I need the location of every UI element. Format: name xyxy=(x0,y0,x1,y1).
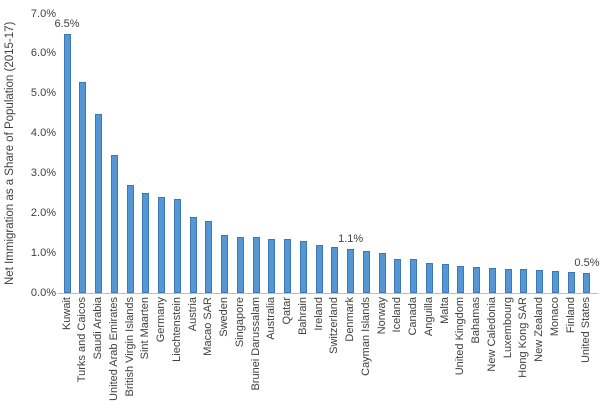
x-axis-label: Finland xyxy=(564,297,577,334)
bar-united-states xyxy=(583,273,591,293)
bar-luxembourg xyxy=(504,269,512,293)
x-axis-line xyxy=(58,293,598,294)
y-axis-tick-label: 5.0% xyxy=(30,87,56,100)
bar-germany xyxy=(158,197,166,293)
bar-united-kingdom xyxy=(457,265,465,293)
bar-turks-and-caicos xyxy=(79,81,87,293)
x-axis-label: Norway xyxy=(375,297,388,335)
x-axis-label: Sweden xyxy=(218,297,231,337)
x-axis-label: Turks and Caicos xyxy=(76,297,89,383)
bar-new-caledonia xyxy=(488,267,496,293)
x-axis-label: Austria xyxy=(186,297,199,332)
x-axis-label: Denmark xyxy=(344,297,357,342)
bar-saudi-arabia xyxy=(95,113,102,293)
bar-austria xyxy=(189,217,197,293)
bar-australia xyxy=(268,239,276,293)
data-label-united-states: 0.5% xyxy=(574,257,600,270)
x-axis-label: Bahamas xyxy=(470,297,483,344)
y-axis-tick-label: 2.0% xyxy=(30,206,56,219)
x-axis-label: New Caledonia xyxy=(485,297,498,372)
bar-finland xyxy=(567,271,575,293)
x-axis-label: Australia xyxy=(265,297,278,340)
y-axis-tick-label: 3.0% xyxy=(30,166,56,179)
x-axis-label: Sint Maarten xyxy=(139,297,152,360)
x-axis-label: United States xyxy=(580,297,593,364)
bar-switzerland xyxy=(331,247,339,293)
bar-kuwait xyxy=(63,33,71,293)
x-axis-label: Canada xyxy=(407,297,420,336)
bar-sint-maarten xyxy=(142,193,150,293)
x-axis-label: Germany xyxy=(155,297,168,343)
bar-malta xyxy=(441,264,449,293)
bar-cayman-islands xyxy=(362,251,370,293)
y-axis-tick-label: 0.0% xyxy=(30,286,56,299)
bar-iceland xyxy=(394,259,402,293)
x-axis-label: British Virgin Islands xyxy=(123,297,136,397)
bar-brunei-darussalam xyxy=(252,237,260,293)
bar-hong-kong-sar xyxy=(520,269,528,293)
x-axis-label: Singapore xyxy=(233,297,246,348)
x-axis-label: Saudi Arabia xyxy=(92,297,104,360)
bar-qatar xyxy=(284,239,292,293)
bar-bahamas xyxy=(473,267,481,293)
y-axis-tick-label: 7.0% xyxy=(30,7,56,20)
bar-new-zealand xyxy=(536,269,544,293)
data-label-denmark: 1.1% xyxy=(338,233,364,246)
bar-canada xyxy=(410,259,418,293)
bar-british-virgin-islands xyxy=(126,185,134,293)
bar-monaco xyxy=(551,271,559,293)
bar-sweden xyxy=(221,235,229,293)
bar-norway xyxy=(378,253,386,293)
x-axis-label: Luxembourg xyxy=(501,297,514,359)
x-axis-label: United Kingdom xyxy=(454,297,467,376)
x-axis-label: Monaco xyxy=(548,297,561,337)
x-axis-label: Qatar xyxy=(281,297,294,325)
x-axis-label: Kuwait xyxy=(60,297,73,331)
bar-singapore xyxy=(236,237,244,293)
x-axis-label: New Zealand xyxy=(533,297,546,362)
bar-united-arab-emirates xyxy=(110,155,118,293)
y-axis-tick-label: 4.0% xyxy=(30,127,56,140)
x-axis-label: Macao SAR xyxy=(202,297,215,356)
x-axis-label: Liechtenstein xyxy=(170,297,183,362)
y-axis-tick-label: 1.0% xyxy=(30,246,56,259)
x-axis-label: Switzerland xyxy=(328,297,341,354)
bar-bahrain xyxy=(299,241,307,293)
x-axis-label: Iceland xyxy=(391,297,404,333)
bar-ireland xyxy=(315,245,323,293)
x-axis-label: Anguilla xyxy=(422,297,435,337)
bar-denmark xyxy=(347,249,355,293)
bar-liechtenstein xyxy=(173,199,181,293)
x-axis-label: Bahrain xyxy=(296,297,309,335)
data-label-kuwait: 6.5% xyxy=(54,17,80,30)
x-axis-label: Cayman Islands xyxy=(359,297,372,376)
x-axis-label: Hong Kong SAR xyxy=(517,297,530,378)
x-axis-label: Ireland xyxy=(312,297,325,331)
bar-macao-sar xyxy=(205,221,213,293)
x-axis-label: Brunei Darussalam xyxy=(249,297,262,391)
y-axis-tick-label: 6.0% xyxy=(30,47,56,60)
bar-anguilla xyxy=(425,263,433,293)
x-axis-label: Malta xyxy=(438,297,451,324)
x-axis-label: United Arab Emirates xyxy=(107,297,120,401)
